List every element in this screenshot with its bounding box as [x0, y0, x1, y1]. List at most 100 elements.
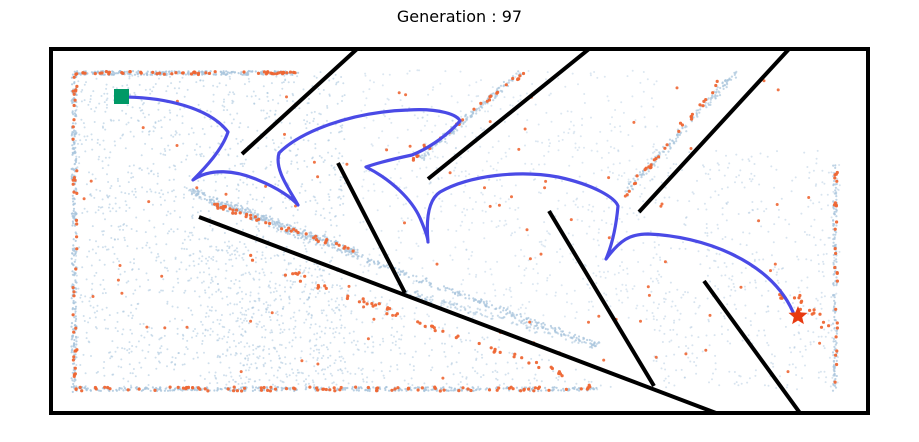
population-point [403, 187, 406, 190]
population-point [485, 302, 488, 305]
population-point [239, 362, 242, 365]
population-point [115, 87, 118, 90]
population-point [543, 154, 546, 157]
population-point [74, 346, 77, 349]
population-point [834, 189, 837, 192]
population-point [355, 318, 358, 321]
population-point [779, 375, 781, 378]
population-point [368, 259, 372, 262]
population-point [817, 263, 820, 265]
population-point [833, 302, 836, 306]
population-point [348, 332, 351, 335]
population-point [578, 175, 581, 178]
population-point [319, 336, 322, 339]
population-point [619, 125, 621, 128]
population-point [481, 129, 484, 132]
population-point [304, 248, 307, 250]
population-point [163, 389, 166, 392]
population-point [728, 277, 731, 280]
population-point [689, 326, 692, 329]
population-point [417, 245, 420, 248]
population-point [368, 389, 371, 393]
population-point [111, 246, 114, 249]
population-point [263, 345, 266, 348]
population-point [221, 353, 224, 356]
population-point [460, 283, 463, 286]
population-point [835, 282, 839, 285]
population-point [629, 180, 632, 184]
population-point [441, 327, 444, 330]
population-point [672, 328, 675, 331]
population-point [142, 322, 145, 325]
population-point [204, 329, 207, 332]
population-point [260, 314, 263, 317]
population-point [71, 144, 74, 147]
population-point [733, 286, 736, 288]
population-point [288, 122, 291, 125]
population-point [114, 197, 117, 199]
population-point [600, 219, 603, 222]
population-point [685, 130, 688, 133]
population-point [252, 90, 255, 93]
population-point [668, 340, 671, 343]
population-point [587, 208, 590, 211]
population-point [81, 266, 84, 269]
population-point [485, 300, 488, 303]
population-point [691, 352, 694, 355]
population-point [83, 386, 86, 390]
population-point [625, 284, 627, 287]
population-point [96, 304, 99, 307]
population-point [805, 258, 808, 261]
population-point [340, 369, 343, 372]
population-point [296, 161, 299, 164]
population-point [108, 156, 111, 159]
population-point [186, 348, 189, 350]
population-point [806, 166, 809, 168]
population-point [366, 257, 369, 260]
population-point [312, 381, 315, 384]
population-point [582, 277, 585, 280]
population-point [74, 122, 77, 125]
population-point [494, 289, 497, 292]
population-point [400, 334, 403, 337]
population-point [249, 209, 252, 212]
population-point [247, 359, 249, 362]
population-point [690, 326, 693, 328]
population-point [709, 168, 712, 171]
population-point [488, 178, 491, 181]
population-point [158, 102, 161, 104]
population-point [222, 109, 225, 112]
population-point [510, 234, 513, 237]
population-point [369, 79, 372, 82]
population-point [643, 216, 646, 219]
population-point [651, 312, 654, 314]
population-point [818, 270, 820, 273]
population-point [135, 71, 138, 74]
population-point [338, 152, 341, 155]
population-point [421, 154, 424, 157]
population-point [726, 83, 729, 86]
population-point [465, 248, 468, 251]
population-point [399, 99, 402, 102]
population-point [466, 383, 469, 386]
population-point [325, 314, 328, 317]
population-point [245, 376, 248, 379]
population-point [329, 372, 332, 375]
population-point [121, 134, 124, 137]
population-point [249, 294, 252, 297]
population-point [404, 387, 407, 391]
population-point [320, 156, 323, 159]
population-point [675, 369, 678, 372]
population-point [95, 271, 98, 274]
population-point [320, 330, 323, 333]
population-point [832, 263, 835, 266]
population-point [426, 193, 429, 196]
population-point [410, 257, 413, 260]
population-point [209, 333, 212, 336]
population-point [548, 233, 551, 236]
population-point [279, 223, 282, 226]
population-point [224, 277, 227, 280]
population-point [102, 122, 105, 125]
population-point [751, 201, 754, 203]
population-point [256, 323, 259, 326]
